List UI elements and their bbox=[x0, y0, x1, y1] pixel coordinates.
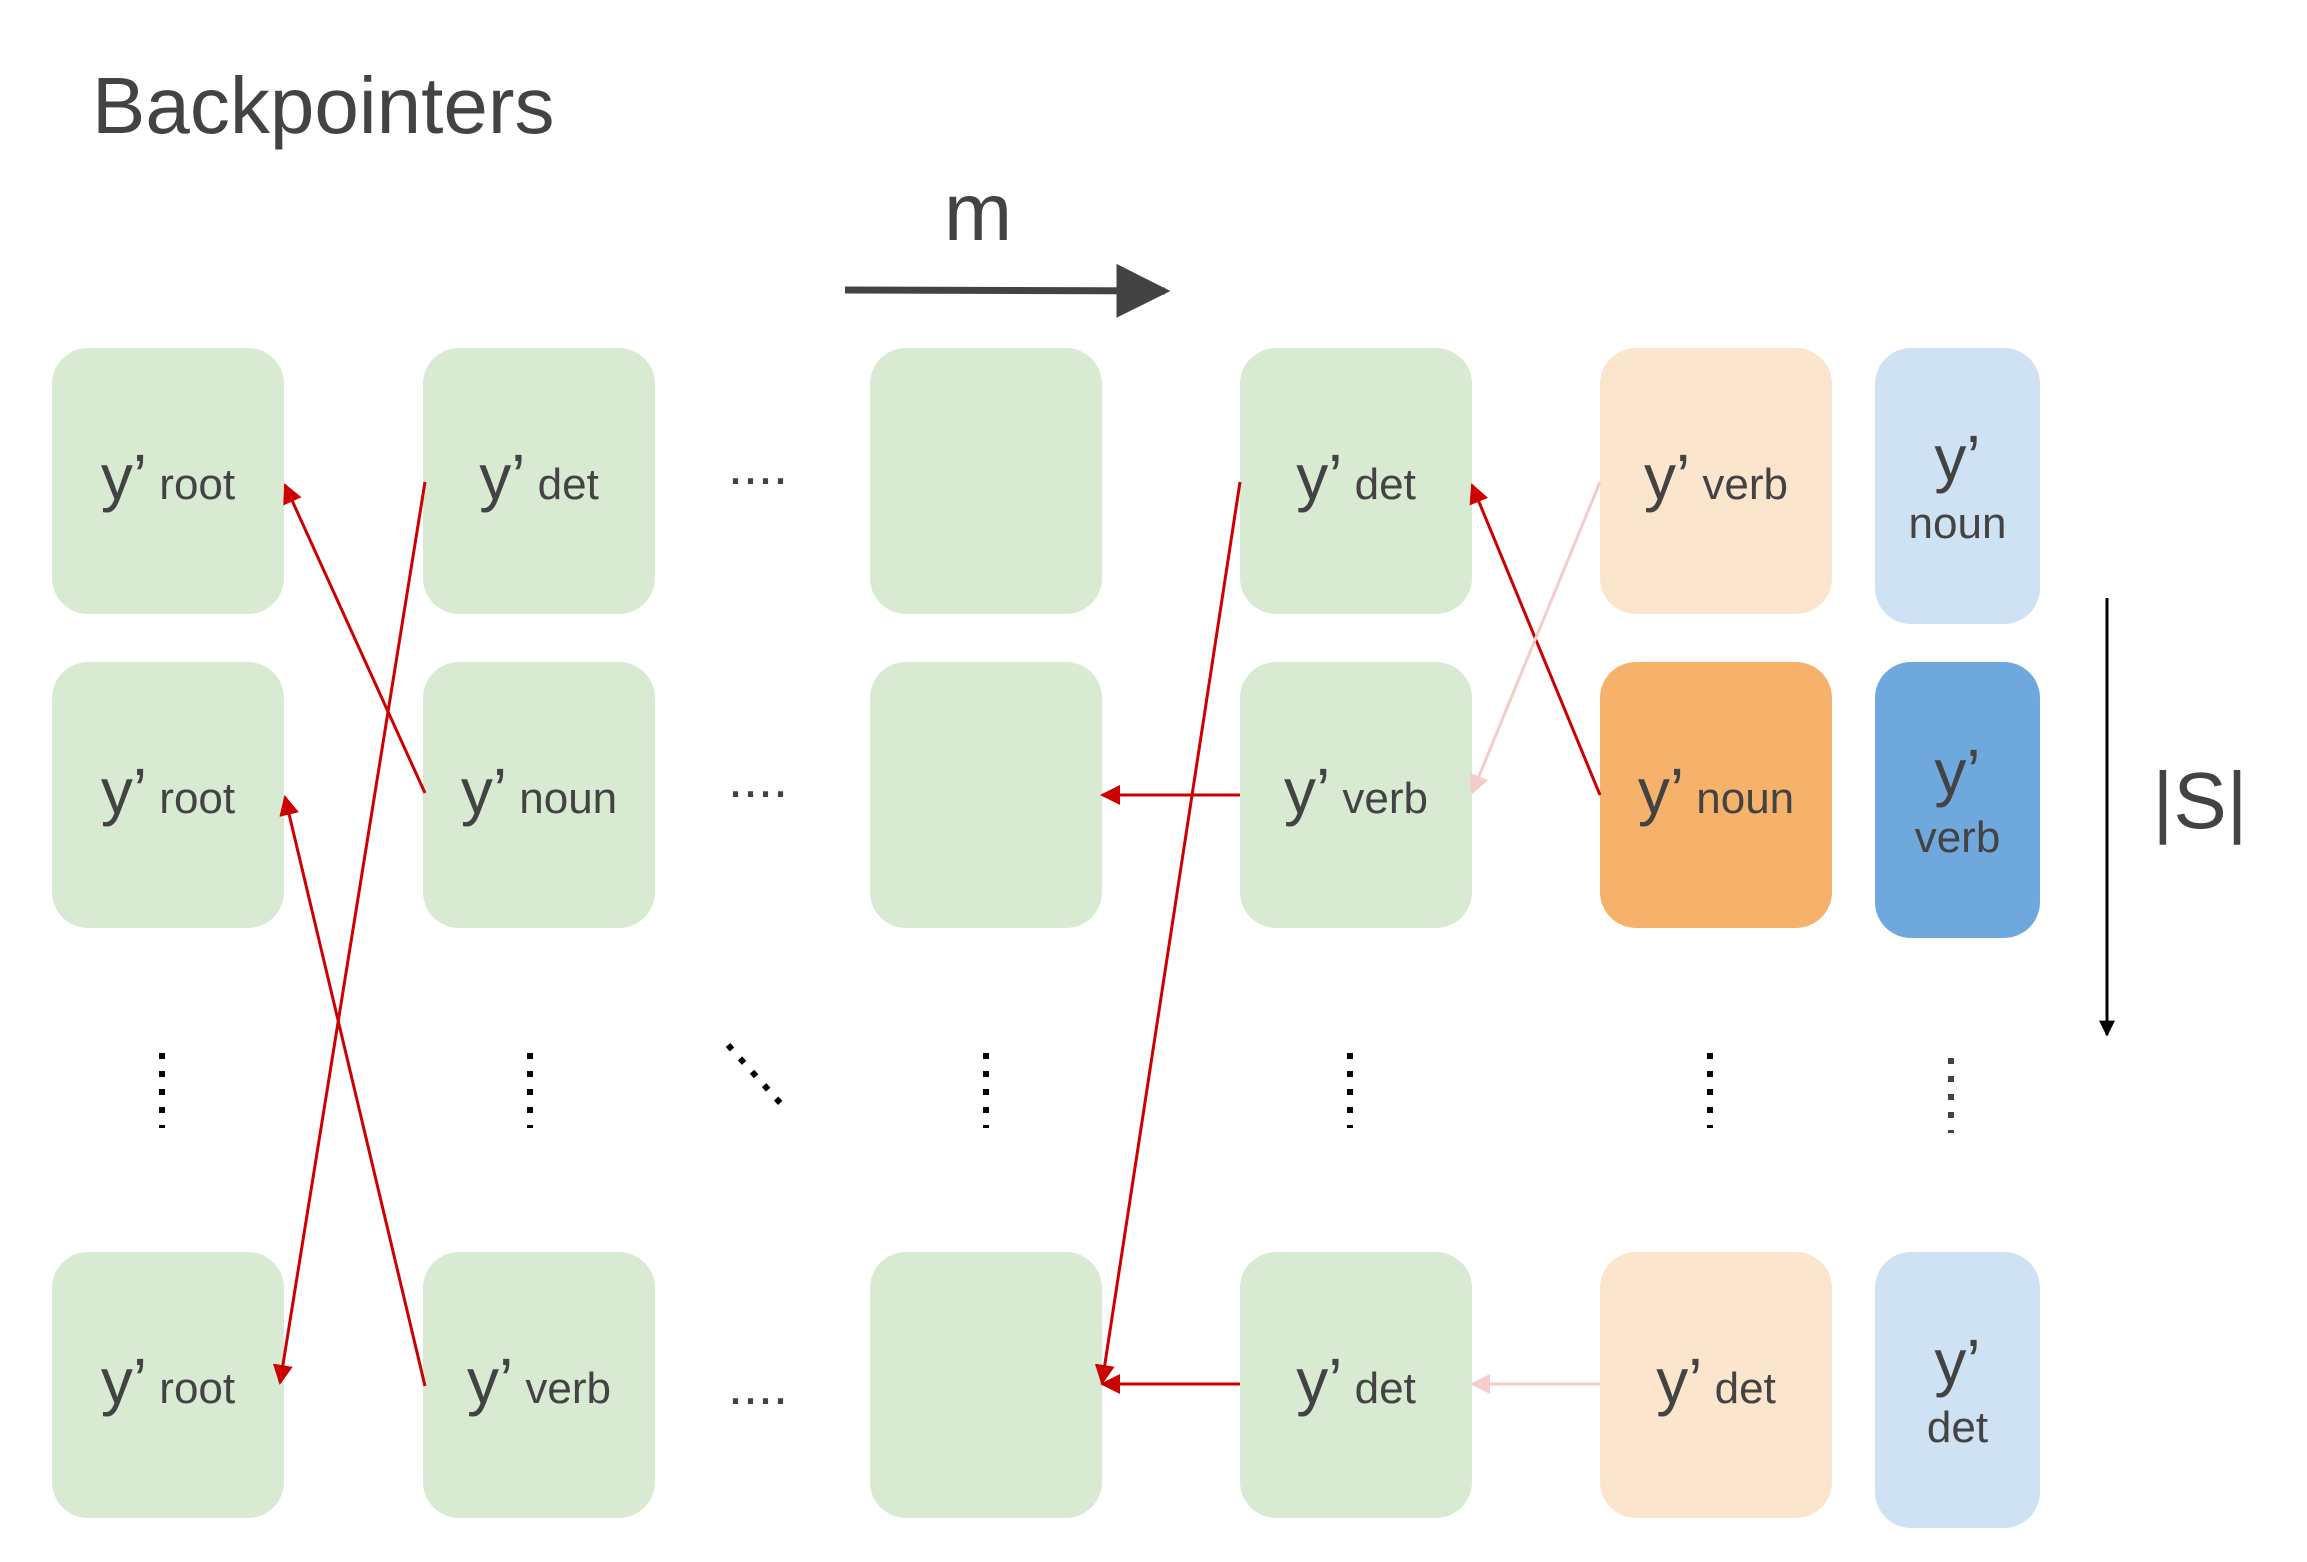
cell-box-col6-row1 bbox=[1875, 348, 2040, 624]
cell-label-col5-row1: y’ verb bbox=[1644, 441, 1788, 513]
cell-label-col2-row2: y’ noun bbox=[461, 755, 617, 827]
cell-label-col5-row3: y’ det bbox=[1656, 1345, 1776, 1417]
ellipsis-row-1: .... bbox=[728, 436, 788, 496]
cell-box-col4-row3 bbox=[1240, 1252, 1472, 1518]
backpointer-arrow-noun-to-root bbox=[283, 483, 427, 794]
backpointer-arrow-det-to-root bbox=[272, 481, 427, 1385]
cell-box-col5-row3 bbox=[1600, 1252, 1832, 1518]
cell-label-col2-row1: y’ det bbox=[479, 441, 599, 513]
cell-box-col2-row3 bbox=[423, 1252, 655, 1518]
cell-box-col6-row2 bbox=[1875, 662, 2040, 938]
backpointer-arrow-det-top-to-col3 bbox=[1094, 481, 1242, 1385]
cell-box-col3-row3 bbox=[870, 1252, 1102, 1518]
cell-box-col1-row3 bbox=[52, 1252, 284, 1518]
cell-box-col4-row1 bbox=[1240, 348, 1472, 614]
cell-label-col4-row2: y’ verb bbox=[1284, 755, 1428, 827]
ellipsis-row-2: .... bbox=[728, 749, 788, 809]
cell-box-col3-row1 bbox=[870, 348, 1102, 614]
cell-tag-col6-row1: noun bbox=[1909, 499, 2007, 548]
cell-label-col4-row3: y’ det bbox=[1296, 1345, 1416, 1417]
cell-box-col1-row2 bbox=[52, 662, 284, 928]
cell-label-col4-row1: y’ det bbox=[1296, 441, 1416, 513]
diagonal-ellipsis bbox=[725, 1042, 785, 1108]
axis-label-m: m bbox=[944, 167, 1012, 258]
cell-prime-col6-row1: y’ bbox=[1934, 422, 1980, 494]
cell-box-col5-row1 bbox=[1600, 348, 1832, 614]
cell-prime-col6-row3: y’ bbox=[1934, 1326, 1980, 1398]
cell-label-col1-row3: y’ root bbox=[101, 1345, 235, 1417]
cell-label-col1-row2: y’ root bbox=[101, 755, 235, 827]
cell-box-col5-row2 bbox=[1600, 662, 1832, 928]
ellipsis-row-3: .... bbox=[728, 1356, 788, 1416]
cell-tag-col6-row2: verb bbox=[1915, 813, 2001, 862]
backpointer-arrow-verb-to-root bbox=[279, 795, 427, 1387]
cell-box-col1-row1 bbox=[52, 348, 284, 614]
page-title: Backpointers bbox=[92, 61, 554, 150]
cell-tag-col6-row3: det bbox=[1927, 1403, 1988, 1452]
cell-box-col2-row1 bbox=[423, 348, 655, 614]
cell-box-col4-row2 bbox=[1240, 662, 1472, 928]
cell-label-col5-row2: y’ noun bbox=[1638, 755, 1794, 827]
cell-box-col6-row3 bbox=[1875, 1252, 2040, 1528]
axis-label-s: |S| bbox=[2153, 756, 2248, 845]
cell-label-col1-row1: y’ root bbox=[101, 441, 235, 513]
cell-prime-col6-row2: y’ bbox=[1934, 736, 1980, 808]
cell-box-col3-row2 bbox=[870, 662, 1102, 928]
cell-label-col2-row3: y’ verb bbox=[467, 1345, 611, 1417]
axis-arrow-m bbox=[844, 263, 1171, 318]
backpointer-arrow-verb-to-verb-faint bbox=[1469, 481, 1602, 795]
cell-box-col2-row2 bbox=[423, 662, 655, 928]
